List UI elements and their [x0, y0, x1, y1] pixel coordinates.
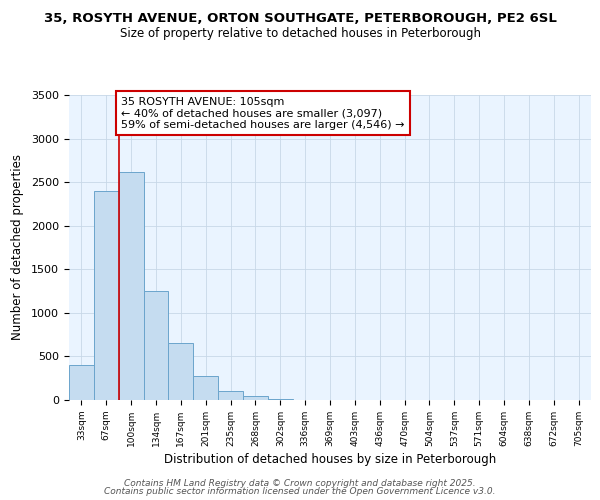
Bar: [94, 191, 119, 400]
Bar: [69, 365, 94, 400]
Bar: [169, 344, 193, 400]
X-axis label: Distribution of detached houses by size in Peterborough: Distribution of detached houses by size …: [164, 453, 496, 466]
Text: Contains HM Land Registry data © Crown copyright and database right 2025.: Contains HM Land Registry data © Crown c…: [124, 478, 476, 488]
Text: 35, ROSYTH AVENUE, ORTON SOUTHGATE, PETERBOROUGH, PE2 6SL: 35, ROSYTH AVENUE, ORTON SOUTHGATE, PETE…: [44, 12, 556, 26]
Y-axis label: Number of detached properties: Number of detached properties: [11, 154, 24, 340]
Text: Contains public sector information licensed under the Open Government Licence v3: Contains public sector information licen…: [104, 487, 496, 496]
Bar: [218, 392, 243, 400]
Bar: [243, 396, 268, 400]
Bar: [143, 291, 169, 400]
Bar: [119, 172, 143, 400]
Bar: [193, 376, 218, 400]
Text: Size of property relative to detached houses in Peterborough: Size of property relative to detached ho…: [119, 28, 481, 40]
Text: 35 ROSYTH AVENUE: 105sqm
← 40% of detached houses are smaller (3,097)
59% of sem: 35 ROSYTH AVENUE: 105sqm ← 40% of detach…: [121, 96, 404, 130]
Bar: [268, 399, 293, 400]
